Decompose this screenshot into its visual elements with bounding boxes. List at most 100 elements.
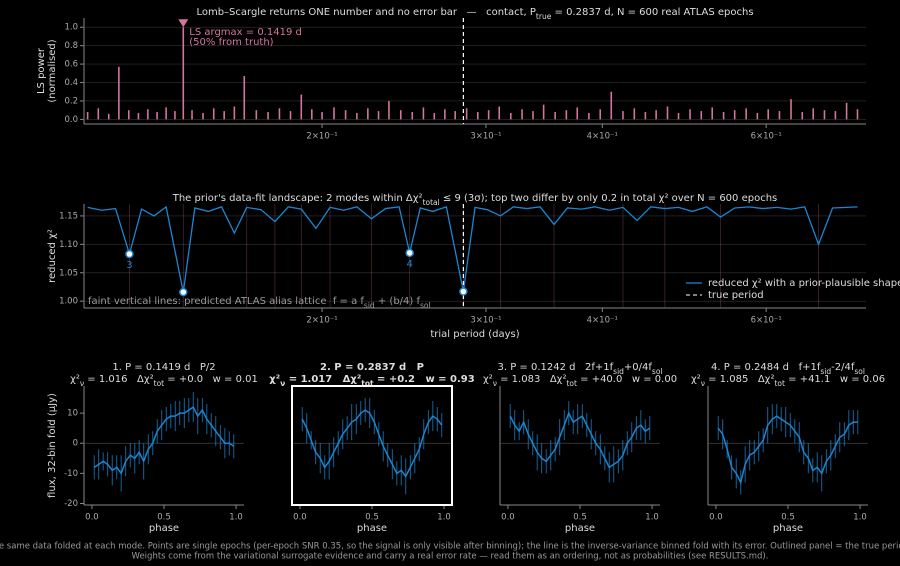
x-tick-label: 0.0 [293, 513, 307, 523]
fold-line [717, 415, 858, 485]
panel-subtitle-part: ν [80, 379, 84, 388]
panel-title-part: 2. P = 0.2837 d P [320, 362, 424, 373]
panel-subtitle-part: χ² [70, 374, 80, 385]
x-tick-label: 2×10⁻¹ [306, 316, 337, 326]
x-tick-label: 3×10⁻¹ [470, 316, 501, 326]
panel-title-part: 4. P = 0.2484 d f+1f [711, 362, 821, 373]
note-part: sid [364, 301, 375, 310]
y-axis-label: LS power [36, 47, 47, 94]
x-tick-label: 3×10⁻¹ [470, 132, 501, 142]
panel-title: 3. P = 0.1242 d 2f+1fsid+0/4fsol [497, 362, 662, 376]
x-tick-label: 1.0 [645, 513, 659, 523]
annotation: LS argmax = 0.1419 d [189, 27, 302, 38]
y-tick-label: 0.8 [64, 41, 78, 51]
panel-title-part: sid [820, 367, 831, 376]
panel-subtitle-part: = +40.0 w = 0.00 [577, 374, 677, 385]
panel-title-part: sol [854, 367, 865, 376]
mode-marker [405, 248, 414, 258]
x-axis-label: phase [565, 523, 595, 534]
panel-subtitle: χ²ν = 1.016 Δχ²tot = +0.0 w = 0.01 [70, 374, 258, 388]
y-tick-label: 1.10 [59, 240, 78, 250]
x-axis-label: phase [773, 523, 803, 534]
x-tick-label: 0.5 [573, 513, 587, 523]
true-period-outline [291, 385, 453, 506]
panel-subtitle-part: χ² [691, 374, 701, 385]
fold-line [509, 411, 651, 469]
x-tick-label: 0.5 [781, 513, 795, 523]
argmax-marker [178, 19, 189, 28]
y-tick-label: -10 [64, 469, 78, 479]
y-tick-label: -20 [64, 499, 78, 509]
panel-title-part: +0/4f [624, 362, 652, 373]
x-tick-label: 0.5 [365, 513, 379, 523]
x-tick-label: 6×10⁻¹ [751, 132, 782, 142]
chart-title: The prior's data-fit landscape: 2 modes … [172, 193, 778, 207]
note-part: faint vertical lines: predicted ATLAS al… [88, 296, 364, 307]
y-axis-label: flux, 32-bin fold (μJy) [47, 393, 58, 498]
y-tick-label: 0 [73, 439, 78, 449]
x-tick-label: 4×10⁻¹ [587, 316, 618, 326]
annotation: (50% from truth) [189, 37, 273, 48]
note-part: + (b/4) f [375, 296, 421, 307]
panel-subtitle-part: = +41.1 w = 0.06 [785, 374, 885, 385]
panel-subtitle-part: = 1.083 Δχ² [497, 374, 567, 385]
note: faint vertical lines: predicted ATLAS al… [88, 296, 431, 310]
chart-title: Lomb–Scargle returns ONE number and no e… [196, 7, 753, 21]
panel-subtitle: χ²ν = 1.083 Δχ²tot = +40.0 w = 0.00 [483, 374, 677, 388]
x-tick-label: 1.0 [853, 513, 867, 523]
fold-line [93, 405, 235, 475]
panel-subtitle-part: = +0.2 w = 0.93 [374, 374, 475, 385]
panel-subtitle-part: = 1.017 Δχ² [285, 374, 361, 385]
y-tick-label: 10 [67, 409, 78, 419]
x-axis-label: trial period (days) [430, 329, 519, 340]
y-tick-label: 1.0 [64, 23, 78, 33]
panel-subtitle-part: χ² [483, 374, 493, 385]
panel-subtitle-part: = 1.085 Δχ² [705, 374, 775, 385]
x-tick-label: 1.0 [437, 513, 451, 523]
panel-subtitle-part: χ² [269, 374, 280, 385]
chart-title-part: Lomb–Scargle returns ONE number and no e… [196, 7, 535, 18]
footer-line: Weights come from the variational surrog… [132, 552, 769, 562]
panel-subtitle-part: tot [361, 379, 374, 388]
fold-line [301, 409, 443, 478]
footer-line: The same data folded at each mode. Point… [0, 542, 900, 552]
chart-title-part: total [423, 198, 440, 207]
mode-marker [125, 249, 134, 259]
chart-title-part: The prior's data-fit landscape: 2 modes … [172, 193, 423, 204]
chart-title-part: = 0.2837 d, N = 600 real ATLAS epochs [551, 7, 753, 18]
panel-title: 4. P = 0.2484 d f+1fsid-2/4fsol [711, 362, 865, 376]
y-tick-label: 0.4 [64, 78, 78, 88]
chart-title-part: ≤ 9 (3σ); top two differ by only 0.2 in … [440, 193, 778, 204]
panel-title-part: 1. P = 0.1419 d P/2 [112, 362, 215, 373]
x-axis-label: phase [149, 523, 179, 534]
note-part: sol [420, 301, 431, 310]
panel-title-part: 3. P = 0.1242 d 2f+1f [497, 362, 613, 373]
mode-marker [179, 287, 188, 297]
y-tick-label: 1.05 [59, 268, 78, 278]
y-tick-label: 0.2 [64, 96, 78, 106]
chart-title-part: true [536, 12, 552, 21]
y-axis-label: reduced χ² [47, 229, 58, 283]
panel-subtitle-part: ν [493, 379, 497, 388]
mode-label: 4 [406, 259, 412, 270]
panel-subtitle-part: = 1.016 Δχ² [84, 374, 154, 385]
x-tick-label: 6×10⁻¹ [751, 316, 782, 326]
panel-subtitle: χ²ν = 1.085 Δχ²tot = +41.1 w = 0.06 [691, 374, 885, 388]
mode-label: 3 [126, 260, 132, 271]
x-tick-label: 0.0 [85, 513, 99, 523]
panel-title-part: sol [652, 367, 663, 376]
panel-subtitle-part: ν [280, 379, 285, 388]
legend-label: reduced χ² with a prior-plausible shape [708, 278, 900, 289]
mode-marker [459, 287, 468, 296]
x-tick-label: 0.5 [157, 513, 171, 523]
chi2-line [87, 205, 858, 293]
panel-title-part: -2/4f [831, 362, 855, 373]
legend-label: true period [708, 290, 764, 301]
x-tick-label: 0.0 [709, 513, 723, 523]
x-tick-label: 1.0 [229, 513, 243, 523]
y-tick-label: 0.0 [64, 115, 78, 125]
x-axis-label: phase [357, 523, 387, 534]
y-tick-label: 1.00 [59, 297, 78, 307]
y-tick-label: 1.15 [59, 211, 78, 221]
